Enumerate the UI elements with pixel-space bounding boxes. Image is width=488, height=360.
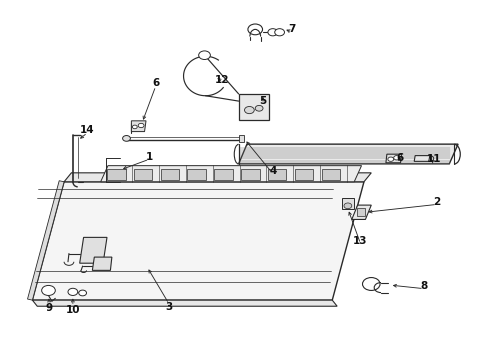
Polygon shape <box>27 181 64 300</box>
Text: 5: 5 <box>259 96 266 106</box>
Polygon shape <box>32 300 336 306</box>
Bar <box>356 208 365 216</box>
Circle shape <box>122 135 130 141</box>
Circle shape <box>343 203 351 209</box>
Circle shape <box>68 288 78 296</box>
Circle shape <box>79 290 86 296</box>
Text: 3: 3 <box>165 302 172 312</box>
Bar <box>321 168 339 180</box>
Circle shape <box>393 156 399 160</box>
Text: 7: 7 <box>288 24 295 35</box>
Text: 1: 1 <box>145 152 153 162</box>
Text: 6: 6 <box>395 153 403 163</box>
Polygon shape <box>64 173 370 182</box>
Polygon shape <box>101 166 361 182</box>
Bar <box>341 198 353 209</box>
Circle shape <box>274 29 284 36</box>
Text: 2: 2 <box>432 197 440 207</box>
Bar <box>267 168 286 180</box>
Circle shape <box>387 157 393 161</box>
Bar <box>241 168 259 180</box>
Bar <box>238 135 244 141</box>
Circle shape <box>247 24 262 35</box>
Text: 8: 8 <box>420 281 427 291</box>
Text: 12: 12 <box>215 75 229 85</box>
Text: 11: 11 <box>426 154 440 164</box>
Polygon shape <box>92 257 112 270</box>
Text: 10: 10 <box>65 305 80 315</box>
Polygon shape <box>32 182 363 300</box>
Polygon shape <box>385 154 401 163</box>
Circle shape <box>267 29 277 36</box>
Polygon shape <box>238 144 457 164</box>
Bar <box>238 94 268 120</box>
Circle shape <box>138 123 144 128</box>
Circle shape <box>41 285 55 296</box>
Bar <box>214 168 232 180</box>
Circle shape <box>198 51 210 59</box>
Bar <box>294 168 313 180</box>
Bar <box>107 168 125 180</box>
Circle shape <box>132 125 137 129</box>
Polygon shape <box>351 205 370 220</box>
Circle shape <box>255 105 263 111</box>
Polygon shape <box>413 156 429 161</box>
Polygon shape <box>80 237 107 263</box>
Text: 14: 14 <box>80 125 95 135</box>
Circle shape <box>244 107 254 114</box>
Circle shape <box>362 278 379 291</box>
Text: 9: 9 <box>46 303 53 314</box>
Bar <box>187 168 205 180</box>
Text: 13: 13 <box>352 236 367 246</box>
Text: 4: 4 <box>268 166 276 176</box>
Polygon shape <box>131 121 146 132</box>
Text: 6: 6 <box>152 78 159 88</box>
Bar <box>134 168 152 180</box>
Bar <box>160 168 179 180</box>
